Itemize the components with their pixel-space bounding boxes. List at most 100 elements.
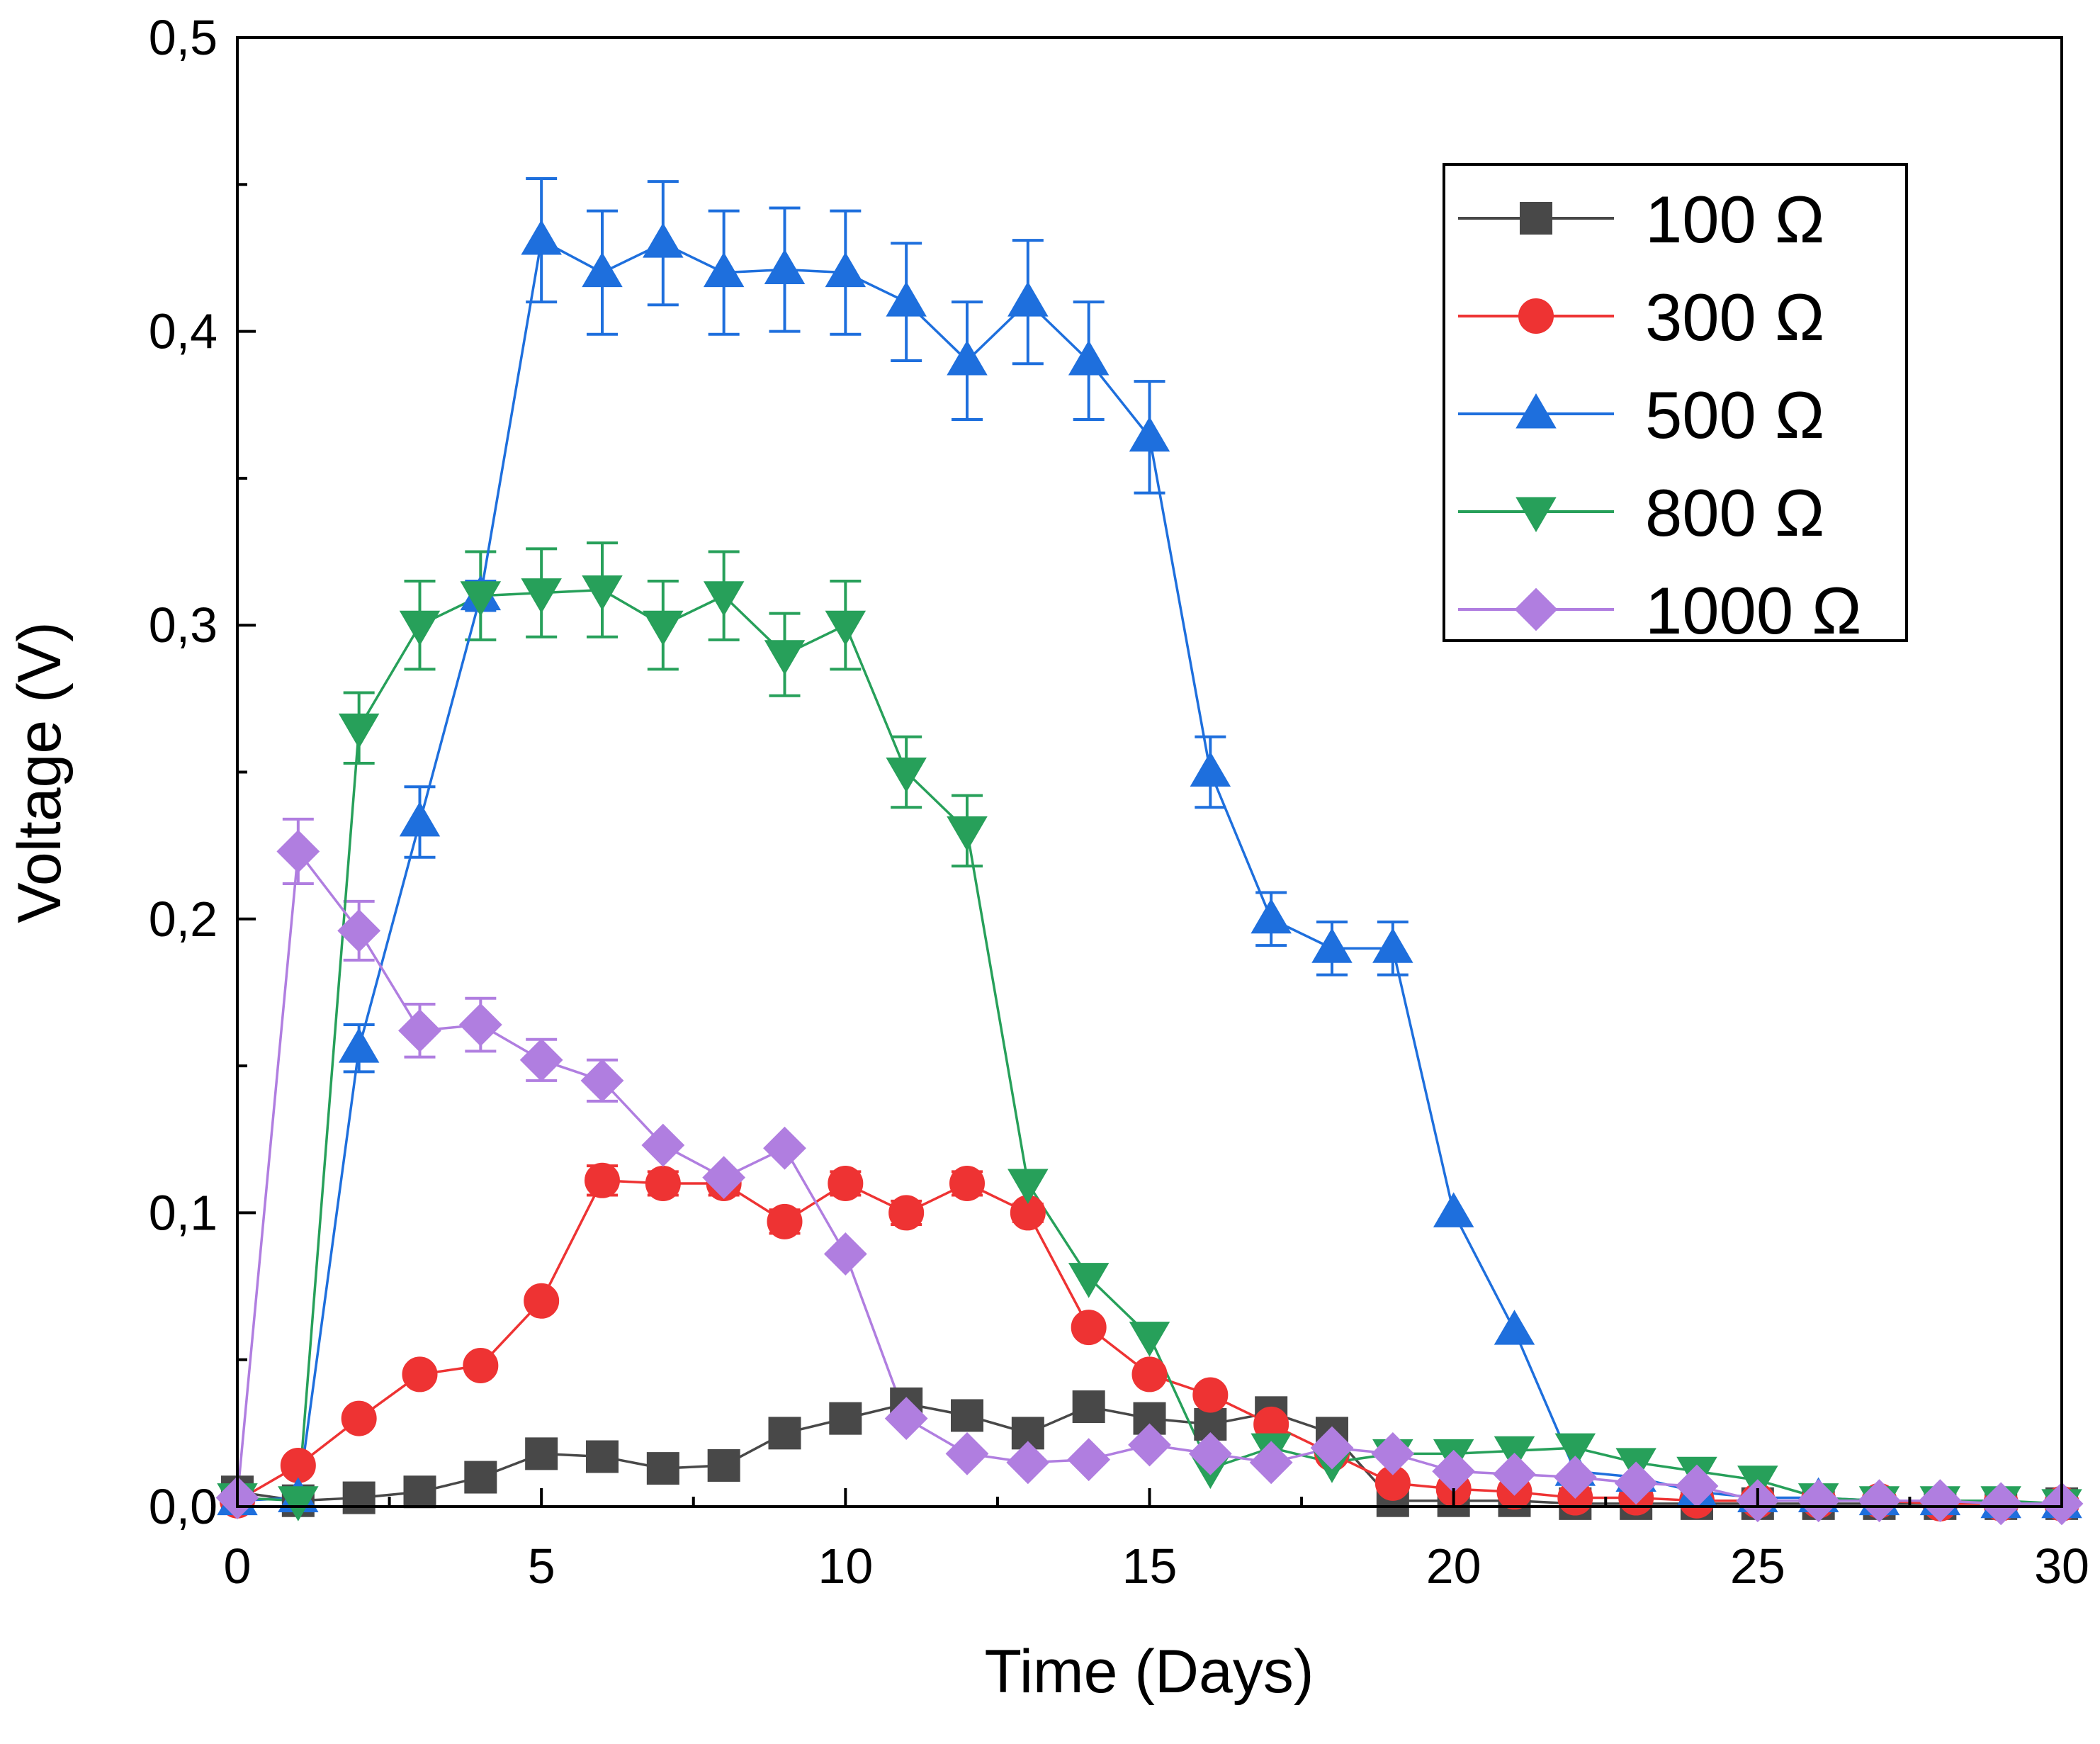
data-point-500: [703, 252, 745, 288]
data-point-500: [1129, 416, 1170, 452]
data-point-1000: [398, 1008, 441, 1052]
x-tick-label: 20: [1426, 1538, 1481, 1594]
legend-box: [1443, 163, 1908, 642]
data-point-800: [643, 610, 684, 646]
x-tick-label: 5: [528, 1538, 555, 1594]
data-point-800: [460, 581, 502, 617]
data-point-1000: [1371, 1431, 1415, 1475]
x-axis-ticks: 0 5 10 15 20 25 30: [224, 1488, 2089, 1594]
y-tick-label: 0,0: [149, 1479, 218, 1534]
data-point-800: [278, 1486, 319, 1521]
data-point-500: [1251, 898, 1292, 934]
data-point-800: [764, 640, 806, 675]
data-point-800: [338, 713, 380, 749]
data-point-100: [403, 1475, 436, 1509]
data-point-500: [399, 801, 441, 837]
legend-marker-500: [1515, 393, 1557, 429]
data-point-500: [1372, 928, 1413, 963]
data-point-500: [1068, 340, 1110, 376]
data-point-1000: [1249, 1441, 1293, 1485]
data-point-500: [1494, 1310, 1535, 1345]
legend-label-500: 500 Ω: [1645, 378, 1824, 452]
data-point-800: [582, 575, 623, 611]
data-point-800: [1554, 1433, 1596, 1469]
legend-marker-1000: [1514, 587, 1558, 631]
data-point-300: [767, 1203, 803, 1239]
data-point-1000: [1979, 1482, 2023, 1526]
data-point-1000: [641, 1123, 685, 1167]
data-point-500: [825, 252, 866, 288]
data-point-1000: [276, 830, 320, 873]
data-point-500: [886, 281, 927, 317]
data-point-1000: [580, 1059, 624, 1103]
y-tick-label: 0,2: [149, 891, 218, 947]
data-point-800: [399, 610, 441, 646]
x-tick-label: 0: [224, 1538, 252, 1594]
data-point-1000: [1493, 1452, 1536, 1496]
data-point-500: [764, 249, 806, 284]
data-point-300: [1192, 1377, 1229, 1413]
data-point-300: [949, 1165, 985, 1201]
x-axis-title: Time (Days): [984, 1638, 1314, 1706]
data-point-300: [828, 1165, 864, 1201]
legend-marker-800: [1515, 497, 1557, 532]
x-tick-label: 15: [1122, 1538, 1178, 1594]
data-point-500: [1311, 928, 1353, 963]
data-point-1000: [1006, 1441, 1050, 1485]
data-point-500: [947, 340, 988, 376]
data-point-1000: [884, 1397, 928, 1441]
data-point-100: [707, 1448, 740, 1482]
data-point-300: [341, 1400, 377, 1436]
data-point-100: [464, 1461, 497, 1494]
legend-marker-300: [1518, 298, 1554, 334]
data-point-1000: [1553, 1456, 1597, 1499]
data-point-500: [1007, 281, 1049, 317]
data-point-1000: [1614, 1461, 1658, 1505]
x-tick-label: 30: [2034, 1538, 2089, 1594]
data-point-1000: [763, 1126, 806, 1170]
legend-label-100: 100 Ω: [1645, 182, 1824, 257]
data-point-800: [886, 758, 927, 793]
data-point-1000: [519, 1038, 563, 1082]
data-point-1000: [458, 1003, 502, 1047]
legend-label-300: 300 Ω: [1645, 280, 1824, 354]
data-point-500: [582, 252, 623, 288]
data-point-100: [646, 1452, 679, 1485]
data-point-300: [524, 1283, 560, 1319]
data-point-800: [825, 610, 866, 646]
data-point-800: [947, 816, 988, 852]
data-point-800: [1007, 1169, 1049, 1204]
y-tick-label: 0,1: [149, 1185, 218, 1240]
data-point-1000: [702, 1156, 746, 1200]
y-tick-label: 0,4: [149, 304, 218, 359]
data-point-800: [521, 578, 562, 614]
data-point-1000: [823, 1232, 867, 1276]
data-point-100: [768, 1417, 801, 1450]
data-point-1000: [1858, 1479, 1901, 1523]
data-point-1000: [945, 1431, 989, 1475]
data-point-800: [1129, 1322, 1170, 1357]
data-point-100: [586, 1440, 619, 1473]
x-tick-label: 10: [818, 1538, 873, 1594]
data-point-300: [1071, 1310, 1107, 1346]
data-point-500: [1190, 751, 1231, 787]
data-point-100: [342, 1481, 376, 1514]
data-point-100: [525, 1437, 558, 1470]
data-point-1000: [1310, 1426, 1354, 1470]
legend-marker-100: [1520, 202, 1552, 235]
data-point-100: [1072, 1390, 1105, 1424]
data-point-1000: [1188, 1431, 1232, 1475]
data-point-300: [585, 1162, 620, 1198]
data-point-500: [521, 220, 562, 255]
data-point-1000: [337, 908, 381, 952]
data-point-800: [703, 581, 745, 617]
data-point-500: [1433, 1192, 1474, 1227]
data-point-300: [645, 1165, 681, 1201]
data-point-800: [1068, 1263, 1110, 1298]
legend-label-800: 800 Ω: [1645, 476, 1824, 550]
data-point-1000: [1918, 1479, 1962, 1523]
data-point-100: [829, 1402, 862, 1435]
data-point-300: [888, 1195, 925, 1231]
